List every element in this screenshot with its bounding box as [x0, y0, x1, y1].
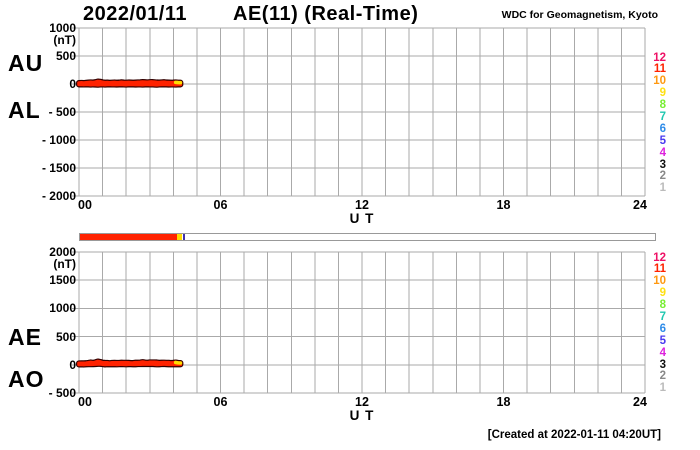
x-tick-label: 06 [213, 395, 228, 409]
coverage-segment [176, 234, 182, 240]
station-count-legend: 12 11 10 9 8 7 6 5 4 3 2 1 [644, 251, 666, 396]
legend-number: 6 [659, 322, 666, 335]
y-axis-unit: (nT) [53, 257, 76, 271]
legend-number: 7 [659, 310, 666, 323]
y-tick-label: 1000 [49, 21, 76, 35]
data-coverage-bar [79, 233, 656, 241]
coverage-segment [182, 234, 186, 240]
index-label-ao: AO [8, 366, 45, 392]
x-tick-label: 18 [496, 198, 511, 212]
y-axis-unit: (nT) [53, 33, 76, 47]
x-axis-title: U T [349, 408, 375, 423]
y-tick-label: 500 [55, 49, 76, 63]
legend-number: 8 [659, 299, 666, 312]
y-tick-label: - 1500 [41, 161, 76, 175]
observatory-credit: WDC for Geomagnetism, Kyoto [501, 9, 658, 21]
index-label-au: AU [8, 50, 44, 76]
index-label-ae: AE [8, 324, 42, 350]
legend-number: 10 [653, 275, 666, 288]
legend-number: 11 [653, 63, 666, 76]
station-count-legend: 12 11 10 9 8 7 6 5 4 3 2 1 [644, 51, 666, 196]
legend-number: 5 [659, 134, 666, 147]
y-tick-label: - 2000 [41, 189, 76, 203]
x-tick-label: 00 [78, 395, 92, 409]
plot-grid-svg [72, 27, 646, 197]
legend-number: 12 [653, 251, 666, 264]
legend-number: 12 [653, 51, 666, 64]
y-tick-label: - 1000 [41, 133, 76, 147]
legend-number: 6 [659, 122, 666, 135]
legend-number: 3 [659, 158, 666, 171]
created-note: [Created at 2022-01-11 04:20UT] [487, 429, 661, 441]
x-tick-label: 24 [633, 198, 647, 212]
y-tick-label: 500 [55, 329, 76, 344]
legend-number: 2 [659, 370, 666, 383]
y-tick-label: - 500 [48, 386, 76, 400]
legend-number: 8 [659, 99, 666, 112]
x-axis-title: U T [349, 211, 375, 226]
x-tick-label: 18 [496, 395, 511, 409]
legend-number: 4 [659, 346, 666, 359]
y-tick-label: 1000 [49, 301, 76, 316]
x-tick-label: 06 [213, 198, 228, 212]
x-tick-label: 12 [355, 198, 369, 212]
legend-number: 9 [659, 287, 666, 300]
y-tick-label: 0 [69, 77, 76, 91]
legend-number: 11 [653, 263, 666, 276]
index-label-al: AL [8, 97, 41, 123]
legend-number: 5 [659, 334, 666, 347]
legend-number: 4 [659, 146, 666, 159]
y-tick-label: 0 [69, 357, 76, 372]
legend-number: 7 [659, 110, 666, 123]
legend-number: 1 [659, 182, 666, 195]
legend-number: 9 [659, 87, 666, 100]
plot-grid-svg [72, 251, 646, 394]
page-title: AE(11) (Real-Time) [233, 3, 419, 25]
coverage-segment [80, 234, 177, 240]
y-tick-label: 2000 [49, 245, 76, 259]
x-tick-label: 12 [355, 395, 369, 409]
legend-number: 1 [659, 382, 666, 395]
legend-number: 3 [659, 358, 666, 371]
y-tick-label: - 500 [48, 105, 76, 119]
legend-number: 10 [653, 75, 666, 88]
y-tick-label: 1500 [49, 273, 76, 288]
plot-date: 2022/01/11 [83, 3, 187, 25]
legend-number: 2 [659, 170, 666, 183]
x-tick-label: 00 [78, 198, 92, 212]
x-tick-label: 24 [633, 395, 647, 409]
